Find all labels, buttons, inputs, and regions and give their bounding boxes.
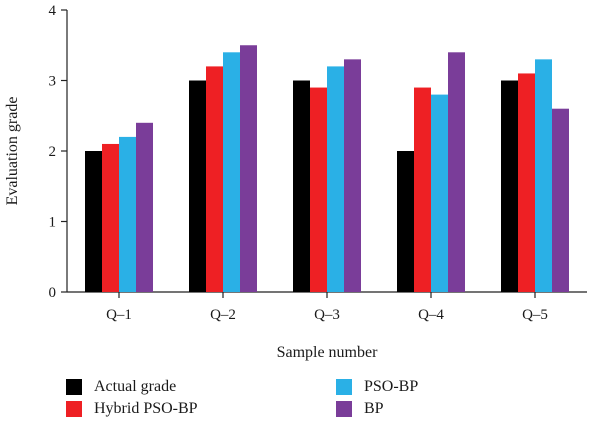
bar <box>240 45 257 292</box>
bar <box>535 59 552 292</box>
x-tick-label: Q–2 <box>210 307 236 323</box>
bar <box>397 151 414 292</box>
x-tick-label: Q–1 <box>106 307 132 323</box>
bar <box>414 87 431 292</box>
bar <box>310 87 327 292</box>
y-tick-label: 4 <box>49 3 57 19</box>
y-tick-label: 1 <box>49 215 57 231</box>
bar <box>448 52 465 292</box>
bar <box>189 80 206 292</box>
y-tick-label: 2 <box>49 144 57 160</box>
bar <box>293 80 310 292</box>
bars <box>85 45 569 293</box>
bar <box>327 66 344 293</box>
x-tick-label: Q–5 <box>522 307 548 323</box>
y-axis-label: Evaluation grade <box>4 97 21 206</box>
bar <box>431 94 448 292</box>
bar <box>552 108 569 292</box>
x-tick-label: Q–4 <box>418 307 444 323</box>
bar <box>206 66 223 293</box>
y-tick-label: 3 <box>49 74 57 90</box>
x-tick-label: Q–3 <box>314 307 340 323</box>
bar <box>119 136 136 292</box>
bar <box>136 122 153 292</box>
y-ticks: 0 1 2 3 4 <box>49 3 67 301</box>
x-axis-label: Sample number <box>277 344 379 361</box>
bar <box>102 143 119 292</box>
bar <box>85 151 102 292</box>
x-ticks: Q–1 Q–2 Q–3 Q–4 Q–5 <box>106 292 548 323</box>
bar <box>223 52 240 292</box>
y-tick-label: 0 <box>49 285 57 301</box>
bar <box>344 59 361 292</box>
bar <box>501 80 518 292</box>
bar <box>518 73 535 292</box>
